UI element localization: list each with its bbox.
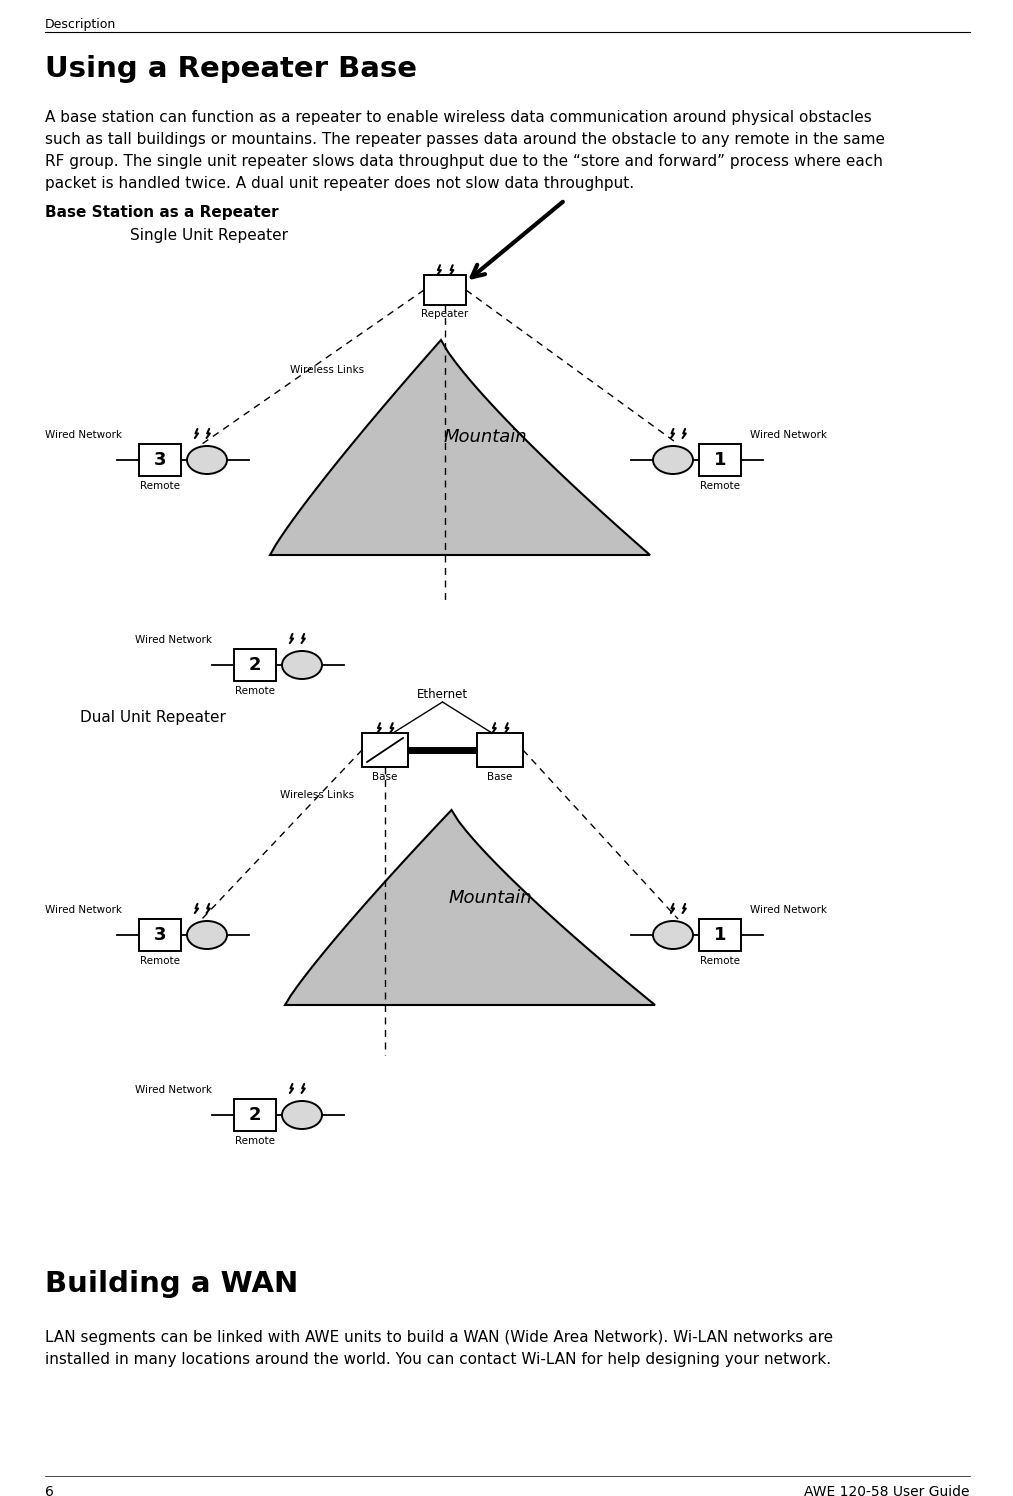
Text: A base station can function as a repeater to enable wireless data communication : A base station can function as a repeate… [45, 111, 872, 126]
Text: Wired Network: Wired Network [45, 905, 122, 916]
Text: 1: 1 [714, 450, 726, 470]
Text: 2: 2 [249, 1106, 261, 1123]
Text: Base: Base [373, 772, 398, 782]
Ellipse shape [187, 922, 227, 948]
Text: 1: 1 [714, 926, 726, 944]
Text: Single Unit Repeater: Single Unit Repeater [130, 227, 288, 242]
Text: RF group. The single unit repeater slows data throughput due to the “store and f: RF group. The single unit repeater slows… [45, 154, 883, 169]
Text: Remote: Remote [235, 687, 275, 696]
Bar [477, 733, 523, 767]
Polygon shape [285, 809, 655, 1005]
Text: Wired Network: Wired Network [750, 429, 827, 440]
Text: Remote: Remote [140, 482, 180, 491]
Text: Wired Network: Wired Network [135, 634, 212, 645]
Text: Remote: Remote [700, 482, 741, 491]
Bar [424, 275, 466, 305]
Text: 6: 6 [45, 1486, 54, 1496]
Text: Wired Network: Wired Network [135, 1085, 212, 1095]
Text: packet is handled twice. A dual unit repeater does not slow data throughput.: packet is handled twice. A dual unit rep… [45, 177, 634, 191]
Text: installed in many locations around the world. You can contact Wi-LAN for help de: installed in many locations around the w… [45, 1352, 831, 1367]
Bar [139, 919, 181, 951]
Text: Remote: Remote [140, 956, 180, 966]
Text: Repeater: Repeater [421, 310, 469, 319]
Bar [234, 649, 276, 681]
Polygon shape [270, 340, 650, 555]
Text: Wired Network: Wired Network [750, 905, 827, 916]
Bar [699, 919, 741, 951]
Text: 3: 3 [154, 450, 166, 470]
Text: Base Station as a Repeater: Base Station as a Repeater [45, 205, 279, 220]
Ellipse shape [653, 446, 693, 474]
Text: Mountain: Mountain [448, 889, 532, 907]
Text: Ethernet: Ethernet [417, 688, 468, 702]
Text: Mountain: Mountain [443, 428, 527, 446]
Text: Wireless Links: Wireless Links [290, 365, 364, 375]
Text: Wireless Links: Wireless Links [280, 790, 355, 800]
Text: Remote: Remote [235, 1135, 275, 1146]
Text: Wired Network: Wired Network [45, 429, 122, 440]
Ellipse shape [187, 446, 227, 474]
Text: AWE 120-58 User Guide: AWE 120-58 User Guide [804, 1486, 970, 1496]
Bar [139, 444, 181, 476]
Bar [362, 733, 408, 767]
Text: Building a WAN: Building a WAN [45, 1270, 298, 1299]
Text: 2: 2 [249, 657, 261, 675]
Text: LAN segments can be linked with AWE units to build a WAN (Wide Area Network). Wi: LAN segments can be linked with AWE unit… [45, 1330, 833, 1345]
Text: such as tall buildings or mountains. The repeater passes data around the obstacl: such as tall buildings or mountains. The… [45, 132, 885, 147]
Text: Dual Unit Repeater: Dual Unit Repeater [80, 711, 226, 726]
Bar [699, 444, 741, 476]
Text: 3: 3 [154, 926, 166, 944]
Ellipse shape [653, 922, 693, 948]
Ellipse shape [282, 1101, 322, 1129]
Ellipse shape [282, 651, 322, 679]
Text: Base: Base [487, 772, 513, 782]
Text: Remote: Remote [700, 956, 741, 966]
Bar [234, 1100, 276, 1131]
Text: Using a Repeater Base: Using a Repeater Base [45, 55, 417, 82]
Text: Description: Description [45, 18, 116, 31]
